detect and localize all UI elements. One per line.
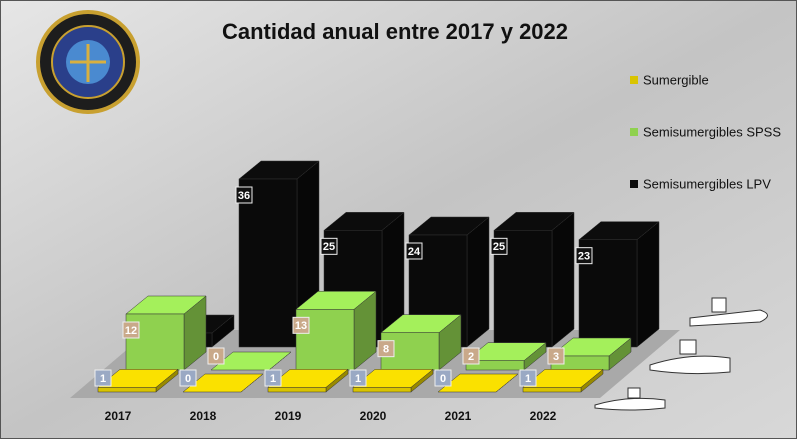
value-label: 0	[440, 373, 446, 385]
bar	[210, 351, 292, 371]
value-label: 2	[468, 351, 474, 363]
bar-front	[352, 387, 412, 393]
value-label: 3	[553, 351, 559, 363]
bar	[182, 373, 264, 393]
value-label-box	[320, 237, 338, 255]
bar	[550, 337, 632, 371]
legend-label: Semisumergibles SPSS	[643, 124, 781, 139]
value-label-box	[235, 186, 253, 204]
value-label: 8	[383, 344, 389, 356]
bar-top	[210, 351, 292, 371]
bar	[295, 290, 377, 371]
bar-side	[551, 211, 575, 348]
value-label-box	[349, 369, 367, 387]
bar-front	[97, 387, 157, 393]
value-label-box	[434, 369, 452, 387]
x-tick-label: 2020	[360, 409, 387, 423]
x-tick-label: 2018	[190, 409, 217, 423]
value-label-box	[462, 347, 480, 365]
value-label: 12	[125, 325, 137, 337]
bar-top	[437, 373, 519, 393]
value-label: 25	[493, 241, 505, 253]
legend-swatch	[630, 128, 638, 136]
bar	[437, 373, 519, 393]
value-label-box	[519, 369, 537, 387]
value-label: 0	[185, 373, 191, 385]
value-label-box	[377, 340, 395, 358]
value-label: 1	[355, 373, 361, 385]
bar-front	[267, 387, 327, 393]
chart-title: Cantidad anual entre 2017 y 2022	[222, 19, 568, 44]
value-label-box	[292, 316, 310, 334]
bar-top	[182, 373, 264, 393]
x-tick-label: 2022	[530, 409, 557, 423]
value-label-box	[405, 242, 423, 260]
value-label: 13	[295, 320, 307, 332]
bar-side	[466, 216, 490, 348]
value-label-box	[547, 347, 565, 365]
value-label-box	[94, 369, 112, 387]
bar	[578, 221, 660, 348]
value-label-box	[207, 347, 225, 365]
value-label: 23	[578, 251, 590, 263]
legend-label: Sumergible	[643, 72, 709, 87]
value-label: 25	[323, 241, 335, 253]
bar	[493, 211, 575, 348]
x-tick-label: 2021	[445, 409, 472, 423]
bar	[352, 368, 434, 393]
bar-side	[636, 221, 660, 348]
bar	[522, 368, 604, 393]
bar	[238, 160, 320, 348]
value-label: 0	[213, 351, 219, 363]
value-label-box	[575, 247, 593, 265]
legend-swatch	[630, 76, 638, 84]
value-label-box	[179, 369, 197, 387]
value-label-box	[264, 369, 282, 387]
value-label: 1	[100, 373, 106, 385]
value-label: 36	[238, 190, 250, 202]
logo	[36, 10, 140, 114]
value-label-box	[122, 321, 140, 339]
bar-front	[238, 178, 298, 348]
legend-label: Semisumergibles LPV	[643, 176, 771, 191]
bar	[97, 368, 179, 393]
x-tick-label: 2017	[105, 409, 132, 423]
value-label: 24	[408, 246, 421, 258]
bar	[267, 368, 349, 393]
bar	[465, 342, 547, 371]
value-label: 1	[525, 373, 531, 385]
submarine-icons	[594, 297, 768, 411]
bar-front	[465, 360, 525, 371]
value-label-box	[490, 237, 508, 255]
bar-front	[522, 387, 582, 393]
x-tick-label: 2019	[275, 409, 302, 423]
legend-swatch	[630, 180, 638, 188]
value-label: 1	[270, 373, 276, 385]
